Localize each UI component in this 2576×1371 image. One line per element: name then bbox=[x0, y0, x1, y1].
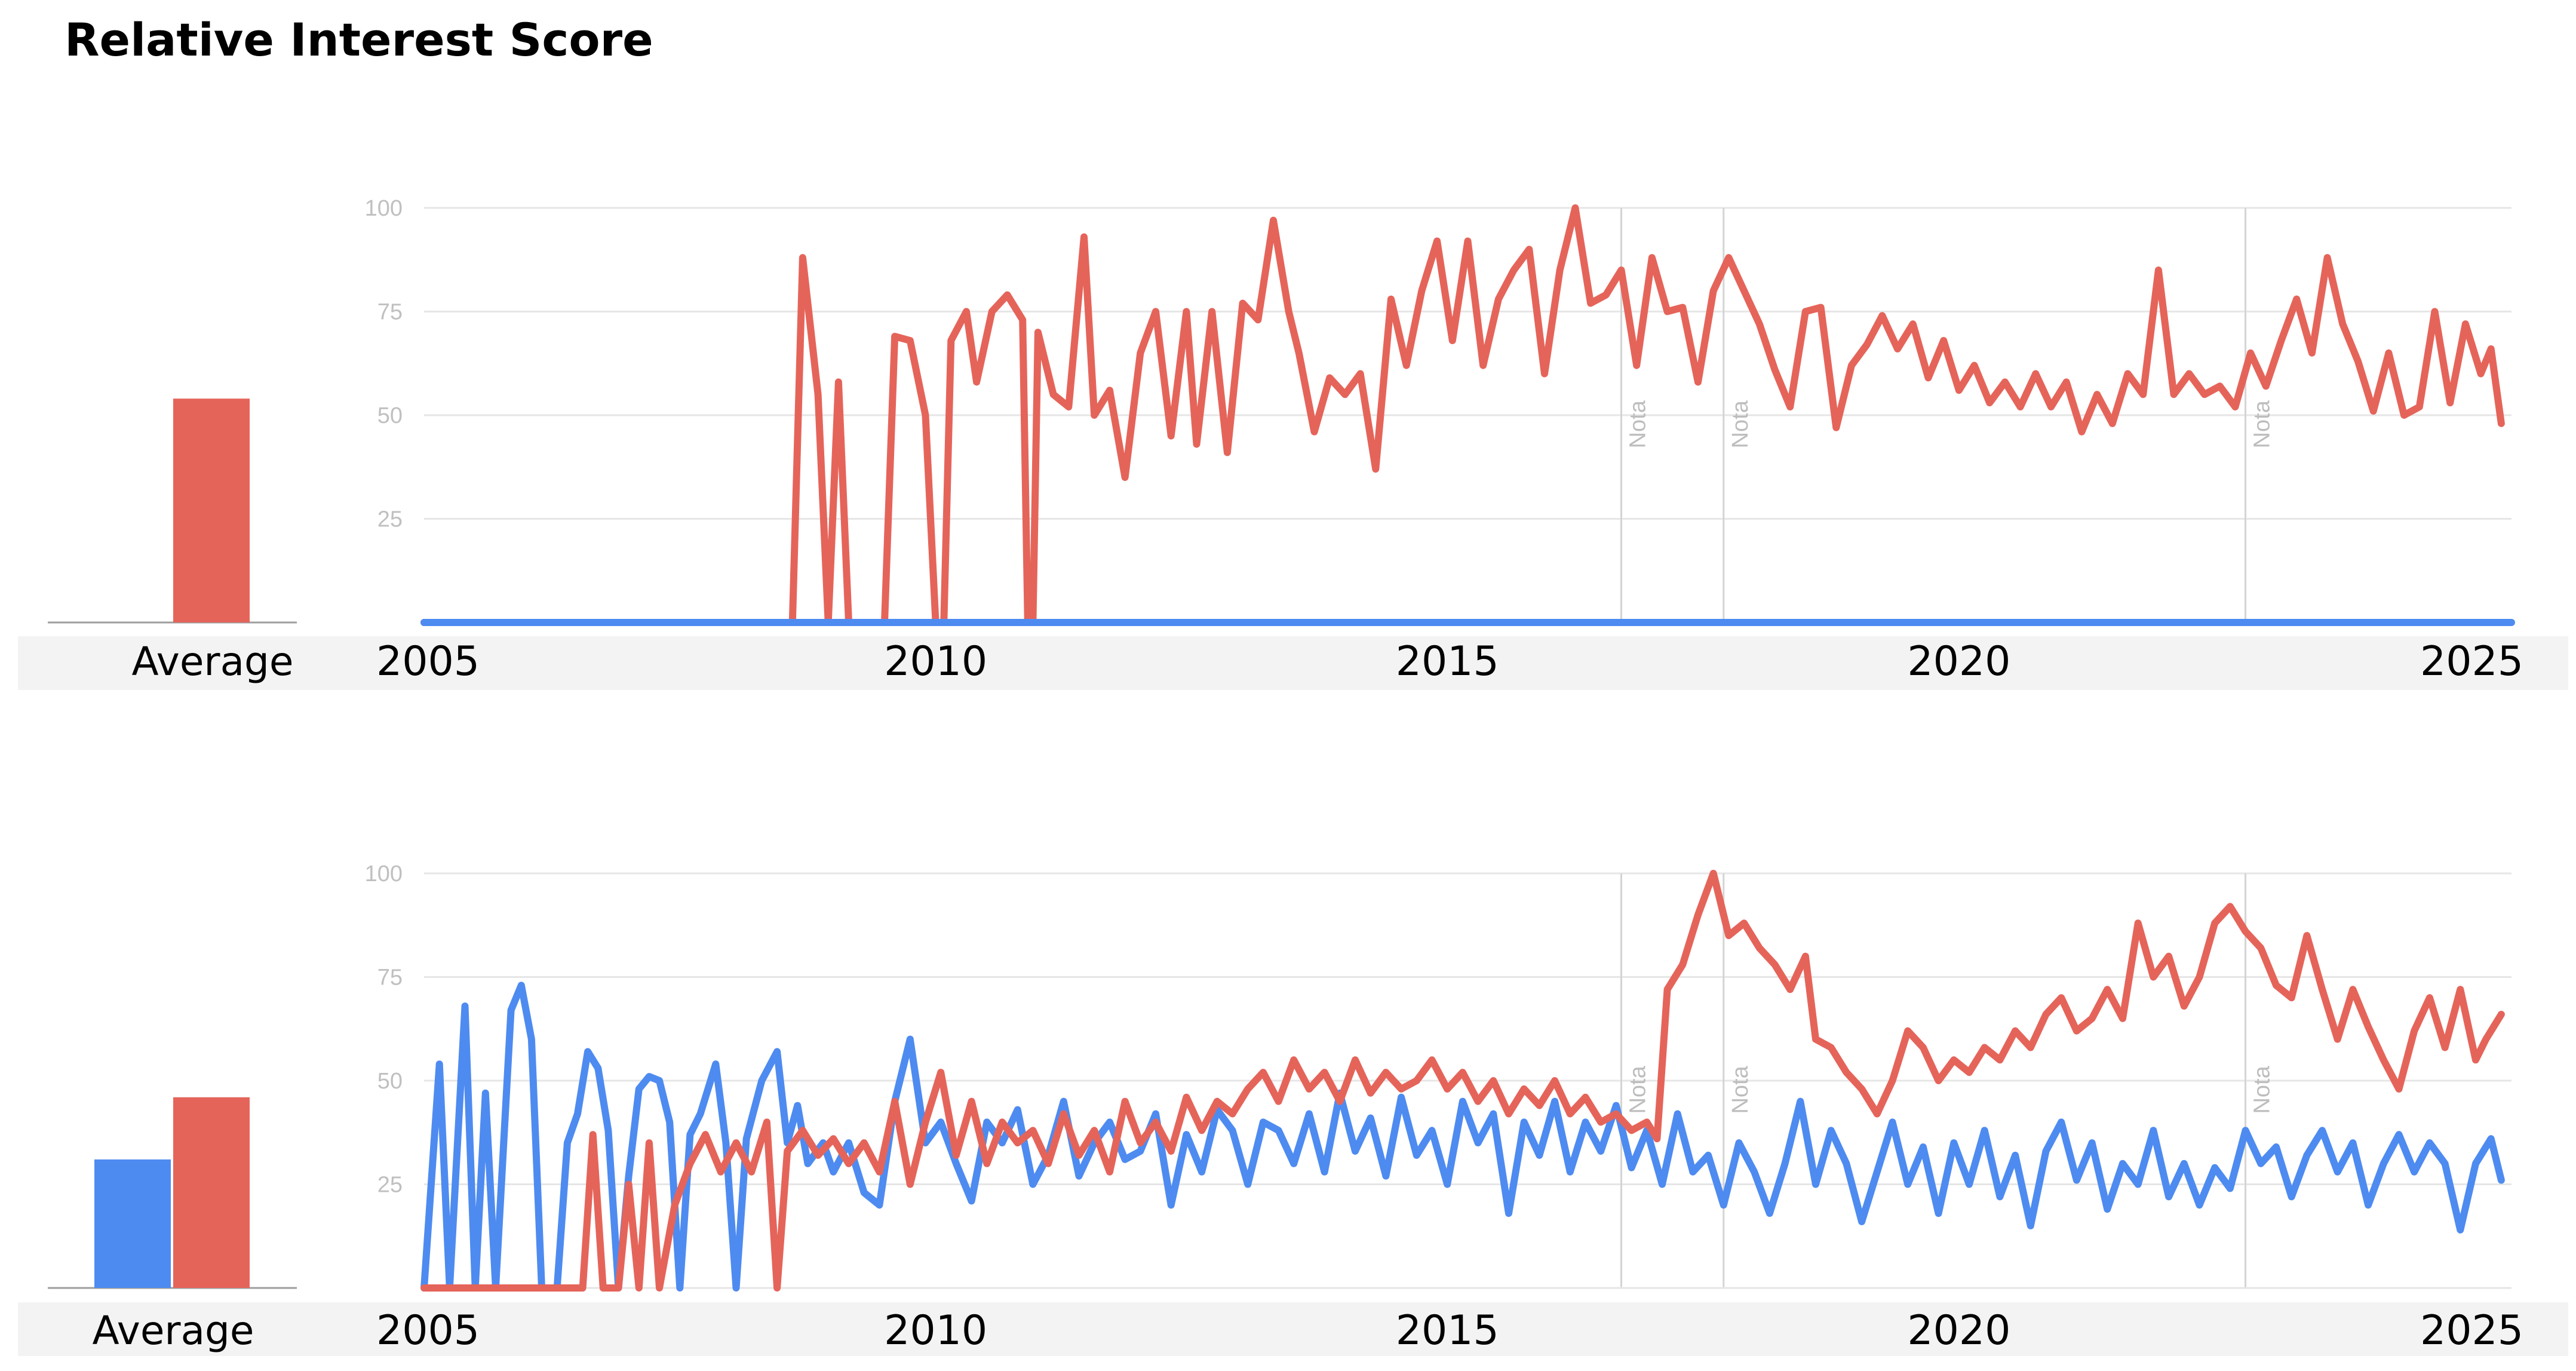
page-title: Relative Interest Score bbox=[65, 13, 653, 66]
chart-panel-bottom: 100 75 50 25 Nota Nota Nota 2005 2010 2015 2020 202… bbox=[18, 861, 2568, 1356]
x-tick-label: 2010 bbox=[884, 1307, 987, 1354]
average-bar-red bbox=[173, 398, 250, 622]
note-label: Nota bbox=[1625, 400, 1650, 448]
x-tick-label: 2025 bbox=[2420, 638, 2523, 685]
y-tick-label: 100 bbox=[365, 196, 403, 221]
chart-panel-top: 100 75 50 25 Nota Nota Nota 2005 2010 2015 2020 202… bbox=[18, 196, 2568, 690]
note-label: Nota bbox=[2250, 400, 2275, 448]
x-tick-label: 2020 bbox=[1907, 638, 2010, 685]
x-tick-label: 2020 bbox=[1907, 1307, 2010, 1354]
x-tick-label: 2005 bbox=[376, 1307, 480, 1354]
y-tick-label: 50 bbox=[377, 403, 403, 428]
y-tick-label: 75 bbox=[377, 965, 403, 990]
y-tick-label: 75 bbox=[377, 300, 403, 325]
y-tick-label: 25 bbox=[377, 1173, 403, 1198]
average-bar-blue bbox=[94, 1159, 171, 1288]
note-label: Nota bbox=[1625, 1065, 1650, 1114]
x-tick-label: 2025 bbox=[2420, 1307, 2523, 1354]
note-label: Nota bbox=[2250, 1065, 2275, 1114]
y-tick-label: 25 bbox=[377, 507, 403, 532]
note-label: Nota bbox=[1728, 400, 1753, 448]
x-tick-label: 2015 bbox=[1396, 1307, 1499, 1354]
footer-band bbox=[18, 636, 2568, 690]
x-tick-label: 2010 bbox=[884, 638, 987, 685]
average-bar-red bbox=[173, 1097, 250, 1288]
series-line-red bbox=[420, 870, 2505, 1292]
series-line-red bbox=[420, 204, 2505, 626]
y-tick-label: 100 bbox=[365, 861, 403, 887]
average-label: Average bbox=[131, 639, 293, 685]
y-tick-label: 50 bbox=[377, 1069, 403, 1094]
series-line-blue bbox=[420, 982, 2505, 1292]
x-tick-label: 2015 bbox=[1396, 638, 1499, 685]
average-label: Average bbox=[92, 1308, 254, 1354]
footer-band bbox=[18, 1302, 2568, 1356]
note-label: Nota bbox=[1728, 1065, 1753, 1114]
x-tick-label: 2005 bbox=[376, 638, 480, 685]
